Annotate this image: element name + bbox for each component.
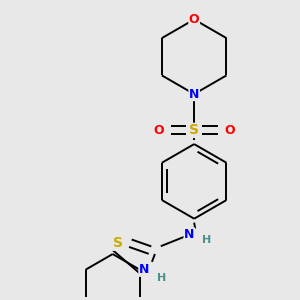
Text: N: N [189, 88, 200, 100]
Text: O: O [154, 124, 164, 137]
Text: S: S [189, 123, 199, 137]
Text: O: O [224, 124, 235, 137]
Text: H: H [157, 273, 167, 283]
Text: N: N [139, 263, 149, 276]
Text: O: O [189, 13, 200, 26]
Text: S: S [112, 236, 123, 250]
Text: N: N [184, 228, 194, 241]
Text: H: H [202, 235, 212, 245]
